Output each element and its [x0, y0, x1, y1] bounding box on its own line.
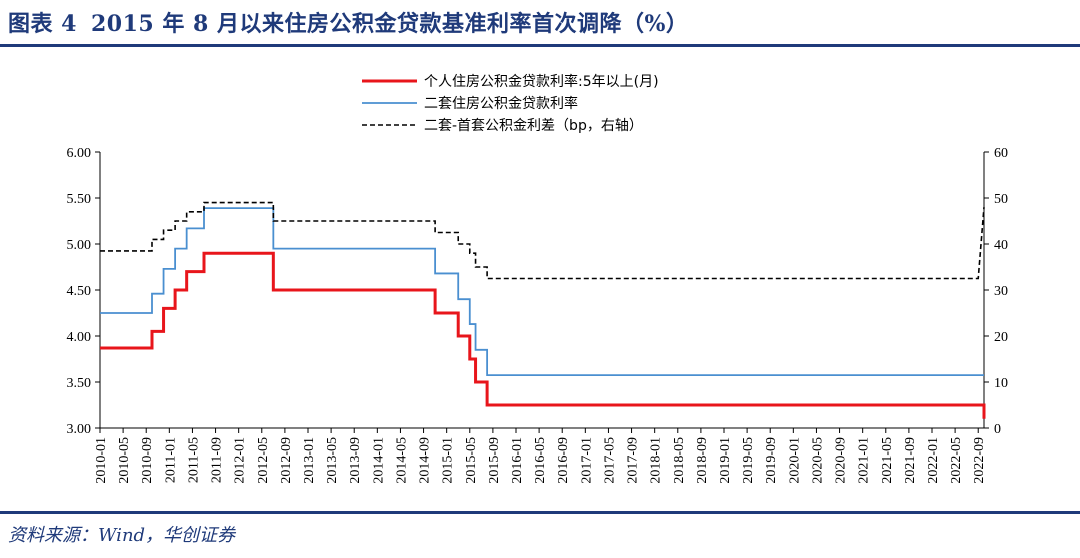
- chart-series: [100, 201, 986, 419]
- x-tick-label: 2017-05: [602, 437, 617, 484]
- figure-title: 图表 4 2015 年 8 月以来住房公积金贷款基准利率首次调降（%）: [8, 6, 688, 38]
- x-tick-label: 2021-09: [903, 437, 918, 484]
- x-tick-label: 2015-09: [487, 437, 502, 484]
- x-tick-label: 2021-05: [880, 437, 895, 484]
- source-note: 资料来源：Wind，华创证券: [8, 525, 236, 546]
- y-right-tick-label: 10: [994, 376, 1008, 391]
- figure-label: 图表 4: [8, 11, 77, 37]
- x-tick-label: 2014-01: [371, 437, 386, 484]
- x-tick-label: 2010-09: [140, 437, 155, 484]
- x-tick-label: 2020-09: [834, 437, 849, 484]
- y-right-tick-label: 60: [994, 146, 1008, 161]
- y-right-tick-label: 0: [994, 422, 1001, 437]
- series-line-2: [100, 207, 984, 376]
- x-tick-label: 2019-01: [718, 437, 733, 484]
- y-left-tick-label: 4.50: [67, 284, 92, 299]
- legend-label: 二套-首套公积金利差（bp，右轴）: [424, 118, 643, 134]
- x-tick-label: 2018-09: [695, 437, 710, 484]
- x-tick-label: 2018-01: [649, 437, 664, 484]
- y-right-tick-label: 40: [994, 238, 1008, 253]
- series-line-3: [100, 201, 985, 280]
- x-tick-label: 2016-09: [556, 437, 571, 484]
- line-chart: 6.005.505.004.504.003.503.00605040302010…: [67, 73, 1009, 484]
- x-tick-label: 2020-05: [810, 437, 825, 484]
- x-tick-label: 2010-01: [94, 437, 109, 484]
- x-tick-label: 2017-01: [579, 437, 594, 484]
- y-left-tick-label: 3.00: [67, 422, 92, 437]
- x-tick-label: 2013-05: [325, 437, 340, 484]
- x-tick-label: 2012-01: [233, 437, 248, 484]
- y-right-tick-label: 50: [994, 192, 1008, 207]
- x-tick-label: 2011-05: [186, 437, 201, 483]
- legend-label: 个人住房公积金贷款利率:5年以上(月): [424, 73, 659, 90]
- x-tick-label: 2015-01: [441, 437, 456, 484]
- figure-title-text: 2015 年 8 月以来住房公积金贷款基准利率首次调降（%）: [90, 11, 689, 37]
- x-tick-label: 2014-09: [418, 437, 433, 484]
- chart-axes: 6.005.505.004.504.003.503.00605040302010…: [67, 146, 1009, 484]
- x-tick-label: 2010-05: [117, 437, 132, 484]
- y-left-tick-label: 3.50: [67, 376, 92, 391]
- legend-label: 二套住房公积金贷款利率: [424, 95, 578, 112]
- x-tick-label: 2020-01: [787, 437, 802, 484]
- x-tick-label: 2011-01: [163, 437, 178, 483]
- bottom-rule: [0, 511, 1080, 514]
- x-tick-label: 2012-09: [279, 437, 294, 484]
- x-tick-label: 2016-01: [510, 437, 525, 484]
- x-tick-label: 2013-01: [302, 437, 317, 484]
- series-line-1: [100, 251, 986, 419]
- x-tick-label: 2019-09: [764, 437, 779, 484]
- x-tick-label: 2018-05: [672, 437, 687, 484]
- y-left-tick-label: 5.00: [67, 238, 92, 253]
- chart-legend: 个人住房公积金贷款利率:5年以上(月) 二套住房公积金贷款利率二套-首套公积金利差…: [362, 73, 659, 134]
- x-tick-label: 2022-01: [926, 437, 941, 484]
- x-tick-label: 2014-05: [394, 437, 409, 484]
- y-left-tick-label: 4.00: [67, 330, 92, 345]
- x-tick-label: 2011-09: [210, 437, 225, 483]
- y-right-tick-label: 30: [994, 284, 1008, 299]
- x-tick-label: 2021-01: [857, 437, 872, 484]
- y-right-tick-label: 20: [994, 330, 1008, 345]
- x-tick-label: 2017-09: [626, 437, 641, 484]
- x-tick-label: 2013-09: [348, 437, 363, 484]
- x-tick-label: 2019-05: [741, 437, 756, 484]
- x-tick-label: 2016-05: [533, 437, 548, 484]
- x-tick-label: 2022-05: [949, 437, 964, 484]
- x-tick-label: 2012-05: [256, 437, 271, 484]
- y-left-tick-label: 5.50: [67, 192, 92, 207]
- top-rule: [0, 44, 1080, 47]
- x-tick-label: 2015-05: [464, 437, 479, 484]
- y-left-tick-label: 6.00: [67, 146, 92, 161]
- x-tick-label: 2022-09: [972, 437, 987, 484]
